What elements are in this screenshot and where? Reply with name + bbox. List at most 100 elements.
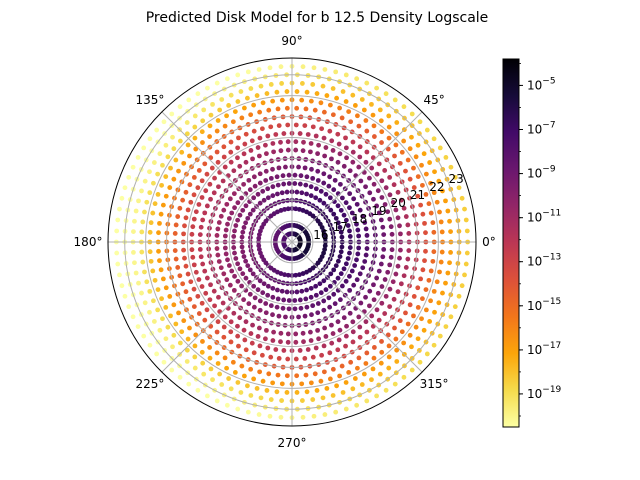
data-point	[395, 215, 401, 221]
data-point	[207, 134, 213, 139]
data-point	[144, 279, 150, 285]
data-point	[242, 141, 248, 147]
data-point	[344, 323, 349, 329]
data-point	[411, 294, 417, 299]
data-point	[139, 188, 144, 194]
data-point	[420, 267, 426, 273]
data-point	[241, 373, 247, 379]
data-point	[147, 342, 153, 348]
data-point	[349, 268, 355, 274]
data-point	[255, 145, 261, 150]
angle-tick-label: 180°	[74, 235, 103, 249]
data-point	[215, 319, 221, 325]
data-point	[248, 366, 254, 372]
data-point	[405, 321, 411, 327]
data-point	[322, 412, 328, 417]
data-point	[251, 350, 257, 356]
data-point	[235, 380, 241, 385]
data-point	[314, 91, 320, 96]
data-point	[232, 273, 237, 279]
data-point	[181, 318, 187, 324]
data-point	[418, 202, 424, 208]
data-point	[151, 319, 157, 324]
data-point	[208, 366, 214, 372]
data-point	[254, 386, 260, 391]
data-point	[420, 182, 425, 188]
data-point	[431, 229, 437, 235]
data-point	[324, 93, 330, 98]
data-point	[327, 102, 333, 108]
data-point	[294, 189, 300, 195]
data-point	[279, 97, 285, 103]
data-point	[257, 135, 263, 141]
data-point	[119, 195, 125, 201]
data-point	[224, 365, 229, 371]
data-point	[443, 280, 448, 286]
data-point	[222, 233, 228, 239]
data-point	[212, 303, 217, 309]
data-point	[387, 192, 393, 198]
data-point	[267, 65, 273, 71]
data-point	[255, 287, 261, 293]
data-point	[350, 159, 356, 165]
data-point	[308, 329, 313, 335]
data-point	[323, 145, 329, 150]
data-point	[353, 305, 359, 311]
data-point	[202, 210, 208, 216]
data-point	[193, 146, 199, 152]
data-point	[398, 231, 403, 237]
data-point	[179, 149, 185, 155]
data-point	[308, 98, 314, 104]
data-point	[392, 153, 397, 159]
data-point	[136, 280, 141, 286]
data-point	[173, 321, 179, 327]
data-point	[222, 245, 228, 251]
data-point	[352, 103, 358, 108]
data-point	[196, 168, 202, 173]
data-point	[235, 278, 241, 284]
data-point	[376, 161, 382, 167]
data-point	[265, 195, 271, 201]
data-point	[139, 290, 144, 296]
data-point	[385, 332, 391, 338]
data-point	[216, 184, 221, 190]
data-point	[268, 124, 274, 130]
data-point	[159, 296, 164, 302]
data-point	[351, 282, 357, 288]
data-point	[347, 205, 352, 211]
angle-tick-label: 90°	[281, 34, 302, 48]
data-point	[300, 64, 306, 70]
data-point	[231, 310, 237, 316]
data-point	[163, 285, 169, 291]
data-point	[263, 301, 269, 306]
data-point	[363, 294, 368, 300]
data-point	[345, 223, 351, 228]
data-point	[209, 313, 215, 319]
data-point	[270, 312, 275, 318]
data-point	[279, 190, 285, 196]
data-point	[207, 123, 213, 129]
data-point	[158, 267, 164, 273]
data-point	[320, 83, 326, 89]
data-point	[275, 106, 281, 112]
data-point	[284, 390, 290, 395]
data-point	[231, 191, 237, 197]
data-point	[228, 92, 234, 98]
data-point	[434, 199, 440, 205]
data-point	[279, 81, 285, 86]
data-point	[257, 307, 263, 313]
data-point	[426, 277, 432, 283]
data-point	[379, 178, 385, 184]
data-point	[448, 164, 454, 170]
data-point	[266, 107, 272, 113]
data-point	[424, 351, 430, 357]
data-point	[235, 145, 241, 151]
data-point	[200, 360, 206, 366]
data-point	[136, 198, 141, 204]
data-point	[299, 398, 305, 403]
data-point	[240, 207, 246, 213]
data-point	[375, 290, 381, 296]
data-point	[188, 279, 194, 285]
colorbar-tick-label: 10−17	[527, 341, 561, 357]
data-point	[424, 127, 430, 133]
